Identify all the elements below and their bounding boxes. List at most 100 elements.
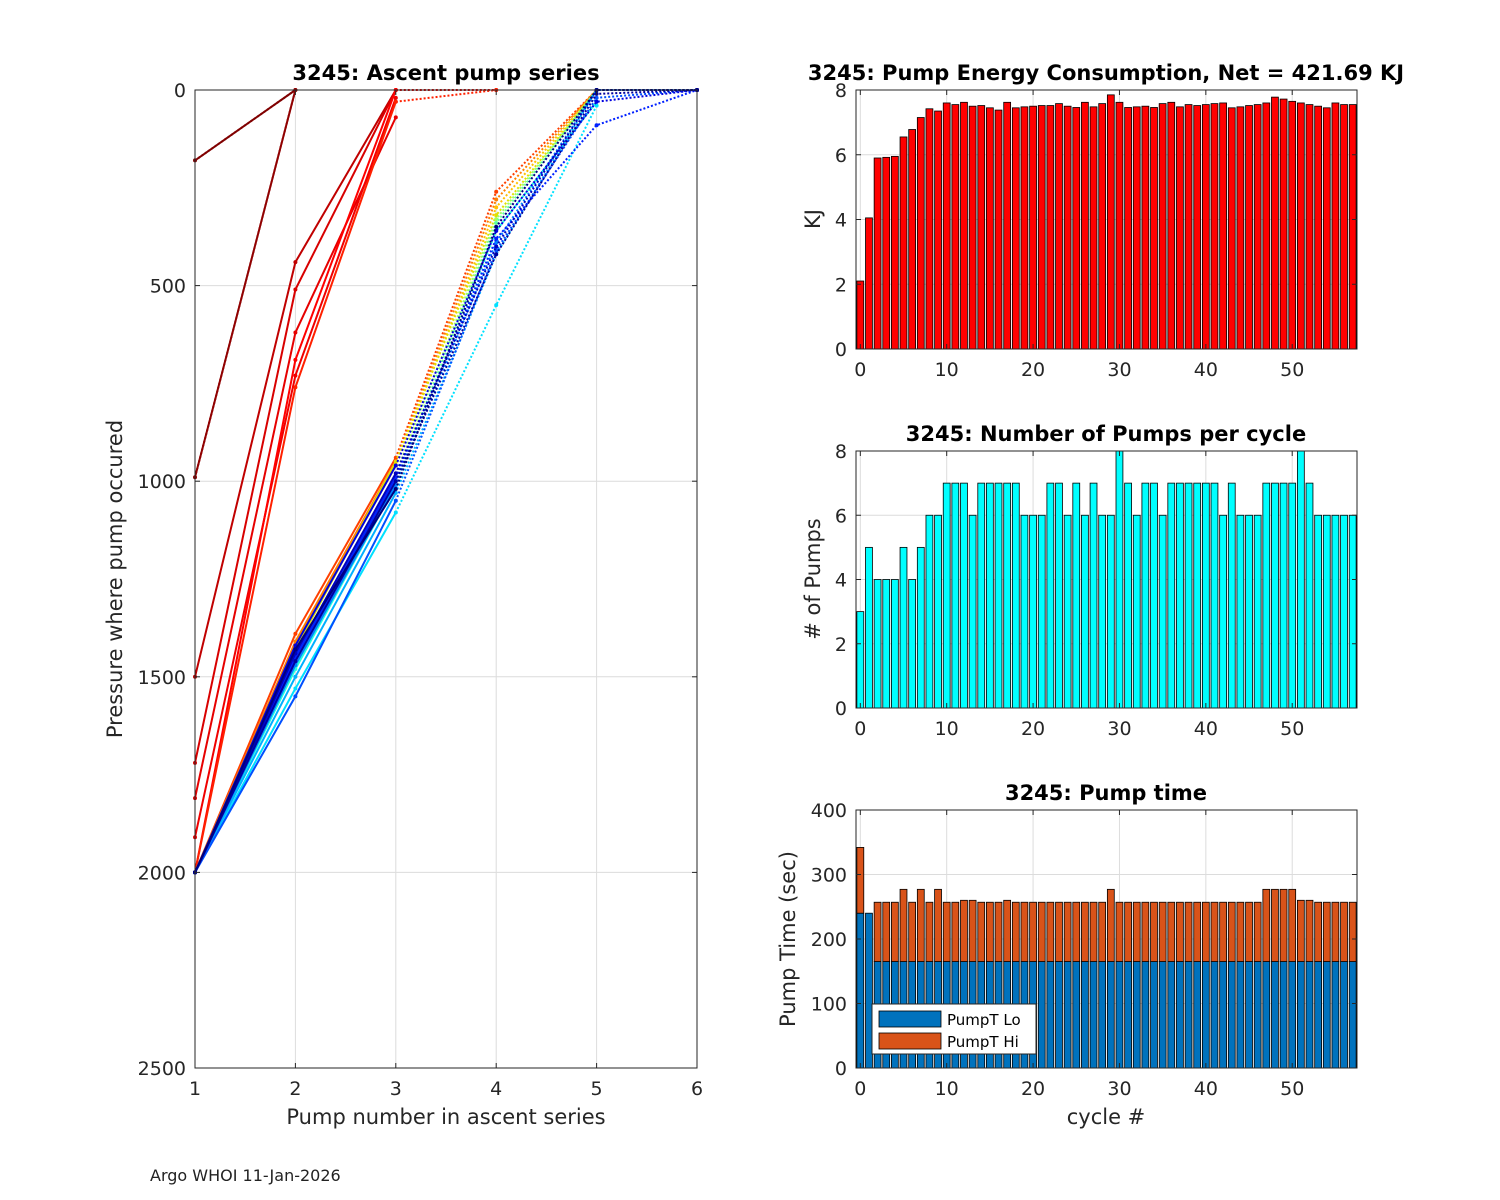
- npumps-bar: [1106, 514, 1115, 709]
- energy-bar: [1296, 102, 1305, 350]
- energy-bar: [882, 156, 891, 350]
- ascent-xtick-label: 6: [691, 1078, 703, 1100]
- ascent-point: [494, 252, 499, 257]
- pumptime-bar-lo: [1089, 961, 1098, 1069]
- npumps-bar: [1245, 514, 1253, 709]
- ascent-point: [494, 205, 499, 210]
- ascent-point: [293, 686, 298, 691]
- ascent-point: [293, 260, 298, 265]
- pumptime-bar-lo: [1193, 961, 1202, 1069]
- npumps-xtick-label: 30: [1107, 718, 1131, 740]
- ascent-point: [293, 330, 298, 335]
- npumps-bar: [1055, 482, 1063, 709]
- npumps-bar: [977, 482, 986, 709]
- pumptime-bar-hi: [1219, 901, 1227, 962]
- pumptime-bar-lo: [1167, 961, 1176, 1069]
- ascent-point: [494, 224, 499, 229]
- npumps-bar: [1158, 514, 1167, 709]
- energy-bar: [986, 107, 994, 350]
- pumptime-bar-lo: [1322, 961, 1331, 1069]
- ascent-point: [594, 103, 599, 108]
- npumps-xtick-label: 0: [854, 718, 866, 740]
- pumptime-bar-hi: [891, 901, 899, 962]
- npumps-bar: [1271, 482, 1279, 709]
- pumptime-bar-lo: [1348, 961, 1357, 1069]
- pumptime-bar-hi: [1271, 888, 1279, 962]
- energy-bar: [1245, 105, 1253, 350]
- pumptime-bar-lo: [1037, 961, 1046, 1069]
- energy-bar: [925, 108, 934, 350]
- energy-bar: [1132, 106, 1141, 350]
- ascent-series-line-dotted: [394, 89, 598, 463]
- energy-bar: [1340, 104, 1348, 350]
- ascent-point: [393, 99, 398, 104]
- energy-bar: [1210, 103, 1219, 350]
- pumptime-bar-hi: [1046, 901, 1055, 962]
- energy-xtick-label: 20: [1021, 359, 1045, 381]
- energy-bar: [1176, 106, 1184, 350]
- energy-bar: [1305, 104, 1314, 350]
- npumps-bar: [1322, 514, 1331, 709]
- pumptime-bar-lo: [1115, 961, 1124, 1069]
- ascent-point: [293, 647, 298, 652]
- pumptime-bar-hi: [899, 888, 908, 962]
- pumptime-ytick-label: 300: [811, 865, 847, 887]
- pumptime-xtick-label: 30: [1107, 1078, 1131, 1100]
- npumps-bar: [1115, 450, 1124, 709]
- pumptime-bar-hi: [873, 901, 882, 962]
- pumptime-bar-hi: [1132, 901, 1141, 962]
- npumps-bar: [1011, 482, 1020, 709]
- pumptime-bar-lo: [1305, 961, 1314, 1069]
- legend-swatch-hi: [878, 1032, 942, 1050]
- pumptime-bar-lo: [1201, 961, 1210, 1069]
- npumps-bar: [925, 514, 934, 709]
- npumps-xtick-label: 50: [1280, 718, 1304, 740]
- pumptime-bar-hi: [1106, 888, 1115, 962]
- npumps-bar: [1262, 482, 1271, 709]
- pumptime-bar-hi: [908, 901, 917, 962]
- legend-label-hi: PumpT Hi: [947, 1033, 1019, 1051]
- pumptime-bar-hi: [951, 901, 960, 962]
- pumptime-bar-hi: [1141, 901, 1150, 962]
- pumptime-bar-lo: [856, 912, 865, 1069]
- legend-label-lo: PumpT Lo: [947, 1011, 1021, 1029]
- energy-bar: [1003, 101, 1012, 350]
- energy-bar: [1020, 106, 1029, 350]
- npumps-bar: [934, 514, 942, 709]
- pumptime-bar-hi: [1184, 901, 1193, 962]
- npumps-bar: [873, 579, 882, 709]
- pumptime-bar-hi: [1279, 888, 1288, 962]
- ascent-point: [494, 189, 499, 194]
- npumps-bar: [1124, 482, 1132, 709]
- pumptime-bar-hi: [1314, 901, 1322, 962]
- ascent-ytick-label: 500: [150, 276, 186, 298]
- pumptime-ytick-label: 0: [835, 1058, 847, 1080]
- pumptime-bar-hi: [1227, 901, 1236, 962]
- npumps-ytick-label: 8: [835, 441, 847, 463]
- pumptime-bar-hi: [1081, 901, 1089, 962]
- npumps-title: 3245: Number of Pumps per cycle: [906, 422, 1306, 446]
- energy-bar: [1184, 104, 1193, 350]
- ascent-series-line-dotted: [194, 89, 296, 162]
- pumptime-bar-lo: [1124, 961, 1132, 1069]
- pumptime-bar-hi: [1115, 901, 1124, 962]
- npumps-bar: [1236, 514, 1245, 709]
- energy-bar: [865, 217, 873, 350]
- npumps-bar: [856, 611, 865, 709]
- ascent-point: [594, 99, 599, 104]
- npumps-bar: [908, 579, 917, 709]
- pumptime-ytick-label: 100: [811, 994, 847, 1016]
- pumptime-title: 3245: Pump time: [1005, 781, 1207, 805]
- pump-time-plot: 0 10 20 30 40 50 0 100 200 300 400 3245: Pump time…: [776, 781, 1358, 1129]
- pumptime-bar-lo: [1184, 961, 1193, 1069]
- pumptime-bar-hi: [960, 899, 968, 962]
- npumps-bar: [1340, 514, 1348, 709]
- pumptime-bar-hi: [1176, 901, 1184, 962]
- pumptime-bar-lo: [1106, 961, 1115, 1069]
- pumptime-bar-lo: [865, 912, 873, 1069]
- energy-consumption-plot: 0 10 20 30 40 50 0 2 4 6 8 3245: Pump Energy Consu…: [801, 61, 1404, 381]
- pumptime-bar-hi: [1029, 901, 1037, 962]
- pumptime-bar-lo: [1132, 961, 1141, 1069]
- npumps-bar: [1176, 482, 1184, 709]
- energy-xtick-label: 50: [1280, 359, 1304, 381]
